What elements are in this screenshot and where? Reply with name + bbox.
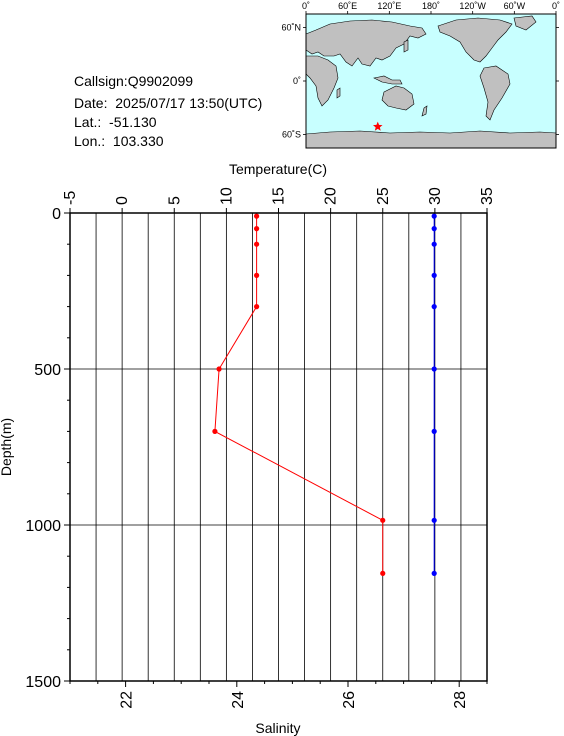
temperature-profile-line — [214, 216, 384, 574]
salinity-axis-label: Salinity — [255, 720, 300, 736]
callsign-line: Callsign:Q9902099 — [74, 73, 193, 89]
temperature-tick-label: 35 — [479, 187, 496, 205]
depth-axis: 0 500 1000 1500 — [25, 206, 70, 691]
lon-label: Lon.: — [74, 133, 106, 149]
lon-line: Lon.: 103.330 — [74, 133, 164, 149]
temperature-tick-label: 5 — [166, 196, 183, 205]
map-lon-tick-label: 60˚W — [504, 1, 526, 11]
landmass-greenland — [513, 15, 537, 31]
temperature-tick-label: 0 — [114, 196, 131, 205]
temperature-data-point — [254, 241, 260, 247]
landmass-australia — [381, 85, 415, 111]
salinity-data-point — [431, 366, 437, 372]
salinity-axis: 22 24 26 28 — [69, 681, 488, 709]
salinity-series — [431, 213, 437, 576]
temperature-tick-label: 10 — [218, 187, 235, 205]
salinity-tick-label: 22 — [119, 691, 136, 709]
depth-axis-label: Depth(m) — [0, 418, 14, 476]
landmass-indonesia — [373, 75, 403, 85]
landmass-madagascar — [336, 87, 341, 99]
landmass-antarctica — [305, 130, 557, 149]
salinity-data-point — [431, 570, 437, 576]
landmass-north-america — [437, 17, 513, 63]
salinity-data-point — [431, 226, 437, 232]
landmass-japan — [403, 39, 409, 53]
date-label: Date: — [74, 95, 108, 111]
map-lon-tick-label: 120˚W — [459, 1, 486, 11]
station-marker-star-icon — [373, 121, 383, 131]
callsign-value: Q9902099 — [127, 73, 194, 89]
temperature-axis: -5 0 5 10 15 20 25 30 35 — [62, 187, 496, 213]
temperature-tick-label: -5 — [62, 191, 79, 205]
salinity-data-point — [431, 213, 437, 219]
landmass-new-zealand — [421, 105, 428, 117]
landmass-eurasia — [305, 19, 427, 67]
date-value: 2025/07/17 13:50(UTC) — [115, 95, 263, 111]
temperature-data-point — [254, 213, 260, 219]
plot-frame — [69, 212, 488, 682]
landmass-south-america — [479, 65, 511, 121]
temperature-data-point — [254, 304, 260, 310]
map-lat-tick-label: 0˚ — [293, 76, 301, 86]
salinity-data-point — [431, 517, 437, 523]
map-lon-tick-label: 120˚E — [377, 1, 401, 11]
date-line: Date: 2025/07/17 13:50(UTC) — [74, 95, 262, 111]
salinity-data-point — [431, 272, 437, 278]
depth-tick-label: 500 — [34, 362, 61, 379]
temperature-tick-label: 30 — [427, 187, 444, 205]
map-lat-ticks: 60˚N 0˚ 60˚S — [281, 22, 559, 140]
temperature-tick-label: 20 — [323, 187, 340, 205]
salinity-data-point — [431, 428, 437, 434]
map-lon-ticks: 0˚ 60˚E 120˚E 180˚ 120˚W 60˚W 0˚ — [302, 1, 560, 14]
map-land — [305, 15, 557, 149]
salinity-tick-label: 28 — [452, 691, 469, 709]
depth-tick-label: 1500 — [25, 674, 61, 691]
lat-value: -51.130 — [109, 114, 157, 130]
world-map: 0˚ 60˚E 120˚E 180˚ 120˚W 60˚W 0˚ 60˚N 0˚ 60˚S — [281, 1, 560, 149]
temperature-data-point — [216, 366, 222, 372]
temperature-data-point — [254, 272, 260, 278]
depth-tick-label: 0 — [52, 206, 61, 223]
depth-tick-label: 1000 — [25, 518, 61, 535]
salinity-data-point — [431, 241, 437, 247]
temperature-data-point — [212, 428, 218, 434]
map-lon-tick-label: 0˚ — [552, 1, 560, 11]
salinity-tick-label: 24 — [230, 691, 247, 709]
temperature-data-point — [380, 570, 386, 576]
map-lon-tick-label: 180˚ — [422, 1, 440, 11]
map-lon-tick-label: 60˚E — [338, 1, 357, 11]
temperature-axis-label: Temperature(C) — [229, 161, 327, 177]
map-lon-tick-label: 0˚ — [302, 1, 310, 11]
salinity-data-point — [431, 304, 437, 310]
temperature-series — [212, 213, 386, 576]
salinity-tick-label: 26 — [341, 691, 358, 709]
map-lat-tick-label: 60˚S — [282, 130, 301, 140]
temperature-tick-label: 25 — [375, 187, 392, 205]
landmass-africa — [305, 55, 339, 107]
lat-label: Lat.: — [74, 114, 102, 130]
temperature-data-point — [380, 517, 386, 523]
lat-line: Lat.: -51.130 — [74, 114, 157, 130]
map-lat-tick-label: 60˚N — [281, 22, 301, 32]
lon-value: 103.330 — [112, 133, 164, 149]
chart-grid — [69, 212, 488, 682]
temperature-data-point — [254, 226, 260, 232]
temperature-tick-label: 15 — [271, 187, 288, 205]
callsign-label: Callsign: — [74, 73, 128, 89]
